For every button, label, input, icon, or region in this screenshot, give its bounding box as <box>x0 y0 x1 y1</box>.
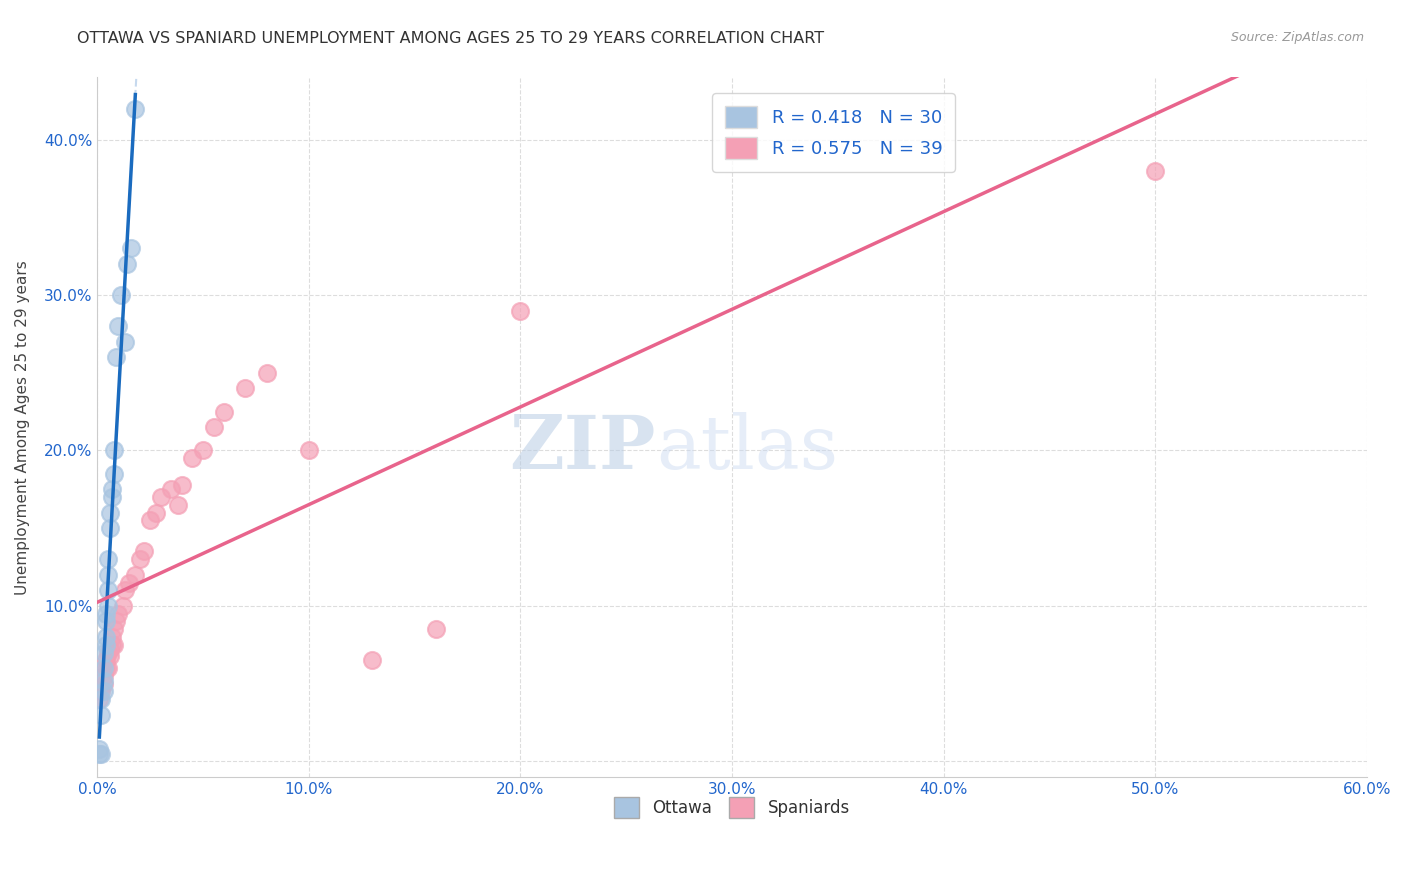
Point <box>139 513 162 527</box>
Point <box>94 607 117 621</box>
Point <box>90 747 112 761</box>
Point <box>101 638 124 652</box>
Point <box>89 747 111 761</box>
Point <box>202 420 225 434</box>
Point <box>89 692 111 706</box>
Point <box>98 648 121 663</box>
Y-axis label: Unemployment Among Ages 25 to 29 years: Unemployment Among Ages 25 to 29 years <box>15 260 30 595</box>
Text: ZIP: ZIP <box>509 411 655 484</box>
Point <box>110 288 132 302</box>
Point <box>101 483 124 497</box>
Point <box>90 707 112 722</box>
Point <box>93 676 115 690</box>
Point <box>103 638 125 652</box>
Point <box>94 653 117 667</box>
Point <box>256 366 278 380</box>
Point <box>145 506 167 520</box>
Text: Source: ZipAtlas.com: Source: ZipAtlas.com <box>1230 31 1364 45</box>
Point <box>105 350 128 364</box>
Point <box>103 622 125 636</box>
Point <box>89 742 111 756</box>
Point <box>425 622 447 636</box>
Point <box>97 583 120 598</box>
Point <box>105 615 128 629</box>
Point <box>97 599 120 613</box>
Point <box>170 477 193 491</box>
Legend: Ottawa, Spaniards: Ottawa, Spaniards <box>607 791 856 824</box>
Point <box>98 642 121 657</box>
Text: OTTAWA VS SPANIARD UNEMPLOYMENT AMONG AGES 25 TO 29 YEARS CORRELATION CHART: OTTAWA VS SPANIARD UNEMPLOYMENT AMONG AG… <box>77 31 824 46</box>
Point <box>212 404 235 418</box>
Point <box>97 661 120 675</box>
Point <box>128 552 150 566</box>
Point <box>1144 163 1167 178</box>
Point <box>509 303 531 318</box>
Point <box>93 661 115 675</box>
Point <box>114 334 136 349</box>
Point <box>107 607 129 621</box>
Point <box>298 443 321 458</box>
Point <box>97 552 120 566</box>
Point <box>94 615 117 629</box>
Point <box>149 490 172 504</box>
Point <box>111 599 134 613</box>
Point <box>160 483 183 497</box>
Point <box>115 257 138 271</box>
Point <box>97 567 120 582</box>
Point <box>98 521 121 535</box>
Point <box>94 630 117 644</box>
Point <box>114 583 136 598</box>
Point <box>97 646 120 660</box>
Point <box>90 692 112 706</box>
Point <box>181 451 204 466</box>
Point <box>124 567 146 582</box>
Point <box>235 381 257 395</box>
Point <box>120 241 142 255</box>
Point <box>124 102 146 116</box>
Point <box>94 661 117 675</box>
Point <box>98 506 121 520</box>
Point <box>361 653 384 667</box>
Point <box>103 443 125 458</box>
Point <box>118 575 141 590</box>
Point <box>90 684 112 698</box>
Point <box>191 443 214 458</box>
Text: atlas: atlas <box>655 411 838 484</box>
Point <box>166 498 188 512</box>
Point <box>93 673 115 688</box>
Point <box>93 684 115 698</box>
Point <box>107 319 129 334</box>
Point <box>101 630 124 644</box>
Point <box>101 490 124 504</box>
Point <box>93 646 115 660</box>
Point <box>103 467 125 481</box>
Point <box>132 544 155 558</box>
Point <box>93 669 115 683</box>
Point <box>94 638 117 652</box>
